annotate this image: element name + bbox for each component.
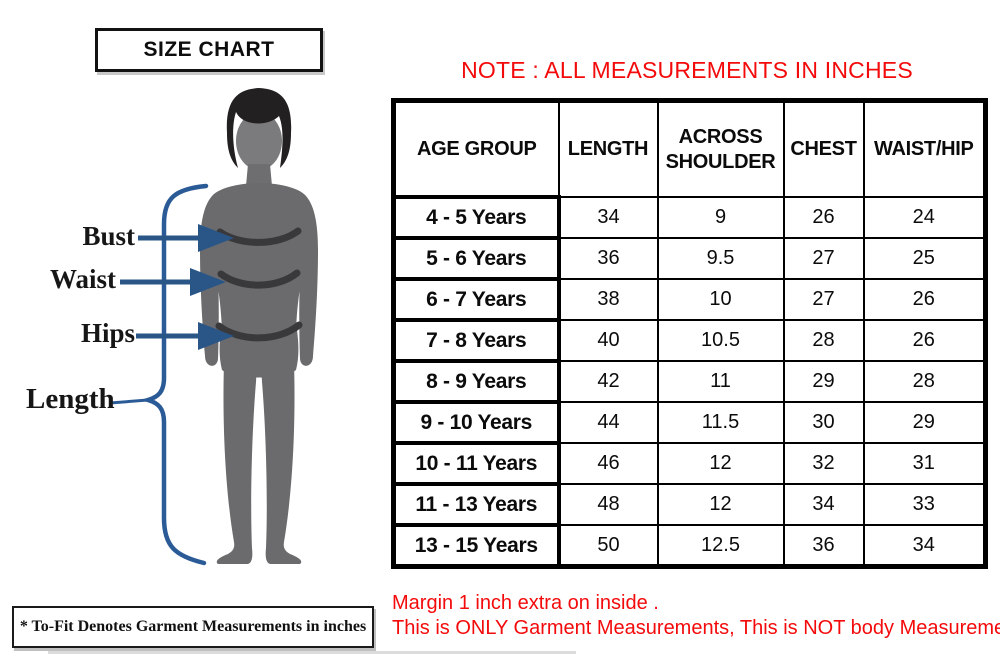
shoulder-cell: 11.5 [656, 401, 785, 444]
waist-hip-cell: 26 [862, 319, 987, 362]
bust-label: Bust [82, 221, 135, 251]
length-cell: 48 [557, 483, 659, 526]
margin-note-line: Margin 1 inch extra on inside . [392, 592, 659, 614]
age-cell: 8 - 9 Years [391, 359, 561, 404]
right-leg-shape [261, 362, 302, 564]
table-row: 13 - 15 Years 50 12.5 36 34 [391, 523, 987, 569]
length-cell: 40 [557, 319, 659, 362]
bust-arrow-icon [138, 224, 234, 252]
waist-hip-cell: 25 [862, 237, 987, 280]
hips-arrow-icon [136, 322, 234, 350]
waist-hip-cell: 33 [862, 483, 987, 526]
waist-hip-cell: 31 [862, 442, 987, 485]
hair-shape [226, 88, 292, 168]
hips-band [215, 321, 303, 342]
torso-shape [211, 183, 307, 358]
chest-cell: 28 [782, 319, 865, 362]
shoulder-cell: 9.5 [656, 237, 785, 280]
waist-hip-cell: 26 [862, 278, 987, 321]
age-cell: 6 - 7 Years [391, 277, 561, 322]
shoulder-cell: 11 [656, 360, 785, 403]
hips-label: Hips [80, 318, 135, 348]
size-chart-title-box: SIZE CHART [95, 28, 323, 72]
shoulder-cell: 12 [656, 442, 785, 485]
footer-shadow-line [48, 651, 576, 654]
chest-cell: 36 [782, 524, 865, 568]
header-across-shoulder: ACROSS SHOULDER [656, 99, 785, 198]
waist-arrow-icon [120, 268, 226, 296]
chest-cell: 29 [782, 360, 865, 403]
header-age-group: AGE GROUP [392, 99, 560, 198]
length-cell: 36 [557, 237, 659, 280]
shoulder-cell: 10.5 [656, 319, 785, 362]
waist-band [217, 269, 301, 289]
table-header-row: AGE GROUP LENGTH ACROSS SHOULDER CHEST W… [392, 99, 987, 198]
shoulder-cell: 12 [656, 483, 785, 526]
age-cell: 5 - 6 Years [391, 236, 561, 281]
length-brace-icon [140, 183, 209, 566]
to-fit-footnote-text: * To-Fit Denotes Garment Measurements in… [19, 618, 367, 635]
left-leg-shape [216, 362, 257, 564]
child-silhouette-figure [109, 88, 318, 566]
age-cell: 4 - 5 Years [391, 195, 561, 240]
header-waist-hip: WAIST/HIP [862, 99, 987, 198]
chest-cell: 26 [782, 196, 865, 239]
chest-cell: 32 [782, 442, 865, 485]
header-length: LENGTH [557, 99, 659, 198]
length-label: Length [26, 383, 115, 415]
age-cell: 13 - 15 Years [391, 523, 561, 569]
length-cell: 38 [557, 278, 659, 321]
length-cell: 34 [557, 196, 659, 239]
table-row: 10 - 11 Years 46 12 32 31 [391, 441, 987, 486]
table-row: 9 - 10 Years 44 11.5 30 29 [391, 400, 987, 445]
shoulder-cell: 9 [656, 196, 785, 239]
waist-hip-cell: 28 [862, 360, 987, 403]
size-chart-title: SIZE CHART [143, 38, 275, 61]
length-cell: 44 [557, 401, 659, 444]
length-cell: 46 [557, 442, 659, 485]
length-cell: 42 [557, 360, 659, 403]
neck-shape [246, 164, 272, 186]
table-row: 4 - 5 Years 34 9 26 24 [391, 195, 987, 240]
table-row: 8 - 9 Years 42 11 29 28 [391, 359, 987, 404]
to-fit-footnote-box: * To-Fit Denotes Garment Measurements in… [12, 606, 374, 648]
age-cell: 11 - 13 Years [391, 482, 561, 527]
waist-hip-cell: 34 [862, 524, 987, 568]
shoulder-cell: 10 [656, 278, 785, 321]
table-row: 11 - 13 Years 48 12 34 33 [391, 482, 987, 527]
header-chest: CHEST [782, 99, 865, 198]
waist-hip-cell: 24 [862, 196, 987, 239]
table-row: 7 - 8 Years 40 10.5 28 26 [391, 318, 987, 363]
waist-label: Waist [49, 264, 116, 294]
length-connector-line [109, 398, 149, 405]
length-cell: 50 [557, 524, 659, 568]
chest-cell: 34 [782, 483, 865, 526]
table-row: 5 - 6 Years 36 9.5 27 25 [391, 236, 987, 281]
chest-cell: 27 [782, 278, 865, 321]
garment-note-line: This is ONLY Garment Measurements, This … [392, 617, 1000, 639]
measurements-note: NOTE : ALL MEASUREMENTS IN INCHES [461, 57, 913, 83]
chest-cell: 30 [782, 401, 865, 444]
age-cell: 10 - 11 Years [391, 441, 561, 486]
size-chart-table: AGE GROUP LENGTH ACROSS SHOULDER CHEST W… [391, 98, 988, 569]
face-shape [236, 112, 282, 170]
age-cell: 7 - 8 Years [391, 318, 561, 363]
waist-hip-cell: 29 [862, 401, 987, 444]
table-row: 6 - 7 Years 38 10 27 26 [391, 277, 987, 322]
right-arm-shape [299, 194, 318, 366]
age-cell: 9 - 10 Years [391, 400, 561, 445]
chest-cell: 27 [782, 237, 865, 280]
shoulder-cell: 12.5 [656, 524, 785, 568]
